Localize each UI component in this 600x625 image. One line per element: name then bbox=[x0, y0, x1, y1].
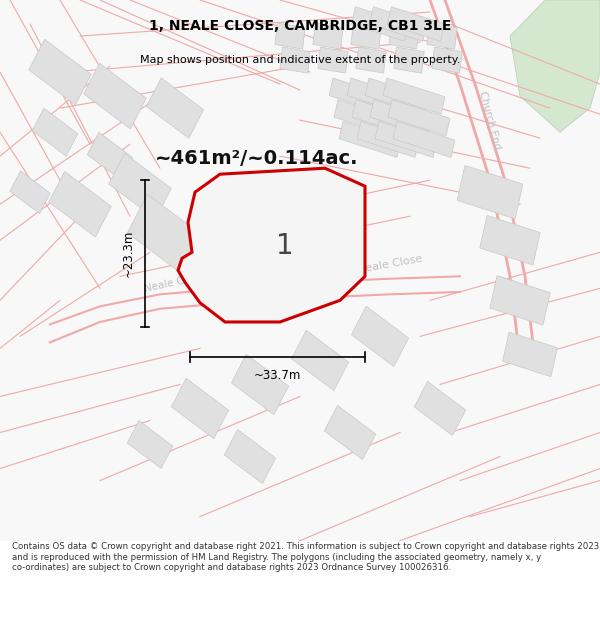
Polygon shape bbox=[49, 171, 111, 237]
Polygon shape bbox=[388, 7, 445, 41]
Text: ~33.7m: ~33.7m bbox=[254, 369, 301, 382]
Polygon shape bbox=[352, 306, 409, 367]
Polygon shape bbox=[32, 108, 78, 156]
Polygon shape bbox=[127, 421, 173, 469]
Text: Neale Close: Neale Close bbox=[144, 271, 206, 294]
Polygon shape bbox=[370, 100, 432, 136]
Polygon shape bbox=[324, 406, 376, 459]
Polygon shape bbox=[280, 47, 310, 73]
Polygon shape bbox=[375, 121, 437, 158]
Polygon shape bbox=[457, 166, 523, 219]
Polygon shape bbox=[172, 378, 229, 439]
Polygon shape bbox=[503, 332, 557, 377]
Polygon shape bbox=[313, 23, 343, 49]
Polygon shape bbox=[432, 47, 462, 73]
Polygon shape bbox=[347, 78, 409, 114]
Polygon shape bbox=[365, 78, 427, 114]
Polygon shape bbox=[339, 121, 401, 158]
Polygon shape bbox=[370, 7, 427, 41]
Polygon shape bbox=[352, 100, 414, 136]
Polygon shape bbox=[394, 47, 424, 73]
Text: 1, NEALE CLOSE, CAMBRIDGE, CB1 3LE: 1, NEALE CLOSE, CAMBRIDGE, CB1 3LE bbox=[149, 19, 451, 32]
Polygon shape bbox=[29, 39, 91, 105]
Polygon shape bbox=[351, 23, 381, 49]
Polygon shape bbox=[388, 100, 450, 136]
Polygon shape bbox=[87, 132, 133, 180]
Polygon shape bbox=[334, 100, 396, 136]
Text: Contains OS data © Crown copyright and database right 2021. This information is : Contains OS data © Crown copyright and d… bbox=[12, 542, 599, 572]
Polygon shape bbox=[275, 23, 305, 49]
Polygon shape bbox=[480, 216, 540, 265]
Text: Church End: Church End bbox=[478, 90, 503, 151]
Polygon shape bbox=[427, 23, 457, 49]
Polygon shape bbox=[414, 381, 466, 436]
Polygon shape bbox=[318, 47, 348, 73]
Polygon shape bbox=[224, 429, 276, 484]
Polygon shape bbox=[393, 121, 455, 158]
Polygon shape bbox=[352, 7, 409, 41]
Polygon shape bbox=[10, 171, 50, 214]
Text: ~461m²/~0.114ac.: ~461m²/~0.114ac. bbox=[155, 149, 359, 168]
Polygon shape bbox=[146, 78, 203, 138]
Polygon shape bbox=[109, 153, 171, 219]
Polygon shape bbox=[329, 78, 391, 114]
Polygon shape bbox=[357, 121, 419, 158]
Polygon shape bbox=[84, 63, 146, 129]
Text: Neale Close: Neale Close bbox=[356, 254, 424, 275]
Text: Map shows position and indicative extent of the property.: Map shows position and indicative extent… bbox=[140, 55, 460, 65]
Polygon shape bbox=[232, 354, 289, 414]
Polygon shape bbox=[356, 47, 386, 73]
Polygon shape bbox=[178, 168, 365, 322]
Polygon shape bbox=[127, 194, 203, 274]
Text: 1: 1 bbox=[276, 232, 294, 260]
Polygon shape bbox=[292, 330, 349, 391]
Polygon shape bbox=[389, 23, 419, 49]
Polygon shape bbox=[510, 0, 600, 132]
Polygon shape bbox=[383, 78, 445, 114]
Polygon shape bbox=[490, 276, 550, 325]
Text: ~23.3m: ~23.3m bbox=[122, 230, 135, 277]
